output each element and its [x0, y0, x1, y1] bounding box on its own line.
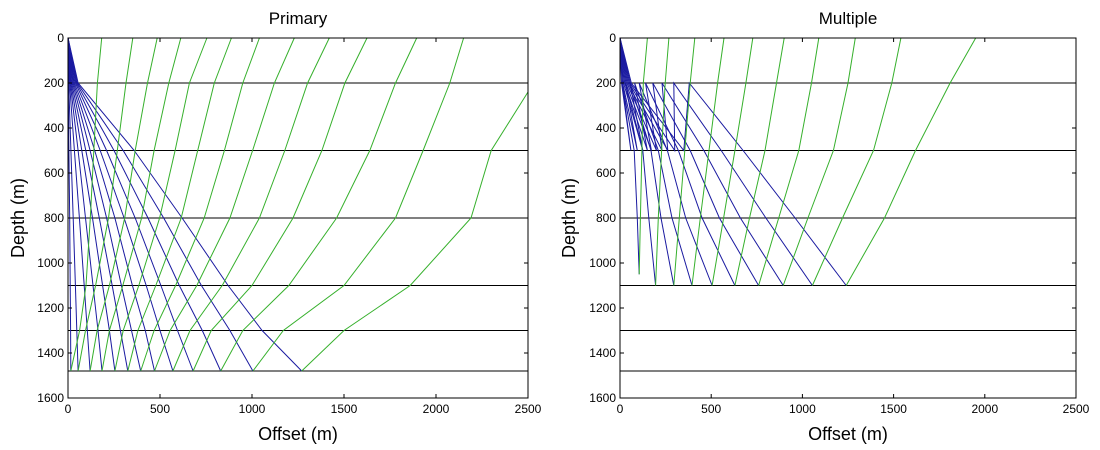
- y-tick-label: 800: [596, 211, 616, 225]
- y-axis-ticks: 0 200 400 600 800 1000 1200 1400 1600: [589, 31, 1076, 405]
- upgoing-ray: [252, 37, 465, 372]
- y-tick-label: 800: [44, 211, 64, 225]
- chart-multiple: Multiple 0 500 1000 1500 2000 2500 0 200 400 600…: [559, 9, 1090, 444]
- ray-paths: [619, 37, 977, 286]
- y-tick-label: 400: [596, 121, 616, 135]
- x-tick-label: 1500: [880, 402, 907, 416]
- y-tick-label: 0: [57, 31, 64, 45]
- y-tick-label: 1600: [37, 391, 64, 405]
- y-tick-label: 1200: [589, 301, 616, 315]
- y-tick-label: 1000: [37, 256, 64, 270]
- x-tick-label: 1500: [331, 402, 358, 416]
- y-tick-label: 600: [596, 166, 616, 180]
- downgoing-ray: [619, 37, 713, 286]
- upgoing-ray: [811, 37, 902, 286]
- y-tick-label: 200: [596, 76, 616, 90]
- x-tick-label: 2500: [515, 402, 542, 416]
- x-tick-label: 1000: [789, 402, 816, 416]
- y-axis-label: Depth (m): [8, 178, 28, 258]
- upgoing-ray: [301, 91, 529, 372]
- upgoing-ray: [89, 37, 158, 372]
- upgoing-ray: [172, 37, 330, 372]
- ray-paths: [67, 37, 529, 372]
- y-tick-label: 400: [44, 121, 64, 135]
- downgoing-ray: [67, 37, 142, 372]
- downgoing-ray: [619, 37, 693, 286]
- downgoing-ray: [67, 37, 303, 372]
- y-tick-label: 1600: [589, 391, 616, 405]
- y-tick-label: 1400: [589, 346, 616, 360]
- x-tick-label: 2000: [971, 402, 998, 416]
- y-tick-label: 1000: [589, 256, 616, 270]
- upgoing-ray: [782, 37, 856, 286]
- x-axis-label: Offset (m): [258, 424, 338, 444]
- upgoing-ray: [220, 37, 418, 372]
- x-tick-label: 1000: [239, 402, 266, 416]
- x-axis-ticks: 0 500 1000 1500 2000 2500: [617, 38, 1090, 416]
- upgoing-ray: [758, 37, 820, 286]
- upgoing-ray: [77, 37, 134, 372]
- upgoing-ray: [192, 37, 368, 372]
- x-tick-label: 0: [65, 402, 72, 416]
- upgoing-ray: [673, 37, 696, 286]
- downgoing-ray: [67, 37, 222, 372]
- upgoing-ray: [734, 37, 785, 286]
- downgoing-ray: [619, 37, 847, 286]
- downgoing-ray: [619, 37, 736, 286]
- upgoing-ray: [638, 37, 648, 275]
- downgoing-ray: [67, 37, 155, 372]
- upgoing-ray: [114, 37, 208, 372]
- upgoing-ray: [655, 37, 670, 286]
- downgoing-ray: [67, 37, 254, 372]
- x-tick-label: 0: [617, 402, 624, 416]
- y-axis-label: Depth (m): [559, 178, 579, 258]
- layer-lines: [68, 82, 528, 372]
- upgoing-ray: [101, 37, 182, 372]
- upgoing-ray: [70, 37, 103, 372]
- chart-title: Multiple: [819, 9, 878, 28]
- chart-primary: Primary 0 500 1000 1500 2000 2500 0 200 400 600 8…: [8, 9, 542, 444]
- y-tick-label: 200: [44, 76, 64, 90]
- y-axis-ticks: 0 200 400 600 800 1000 1200 1400 1600: [37, 31, 528, 405]
- downgoing-ray: [619, 37, 784, 286]
- upgoing-ray: [845, 37, 977, 286]
- y-tick-label: 600: [44, 166, 64, 180]
- upgoing-ray: [127, 37, 232, 372]
- downgoing-ray: [67, 37, 194, 372]
- downgoing-ray: [67, 37, 174, 372]
- y-tick-label: 1200: [37, 301, 64, 315]
- downgoing-ray: [619, 37, 813, 286]
- upgoing-ray: [691, 37, 725, 286]
- x-axis-ticks: 0 500 1000 1500 2000 2500: [65, 38, 542, 416]
- upgoing-ray: [711, 37, 754, 286]
- y-tick-label: 0: [609, 31, 616, 45]
- x-tick-label: 500: [150, 402, 170, 416]
- x-axis-label: Offset (m): [808, 424, 888, 444]
- x-tick-label: 2500: [1063, 402, 1090, 416]
- y-tick-label: 1400: [37, 346, 64, 360]
- upgoing-ray: [154, 37, 295, 372]
- x-tick-label: 2000: [423, 402, 450, 416]
- chart-title: Primary: [269, 9, 328, 28]
- upgoing-ray: [140, 37, 260, 372]
- x-tick-label: 500: [701, 402, 721, 416]
- downgoing-ray: [619, 37, 760, 286]
